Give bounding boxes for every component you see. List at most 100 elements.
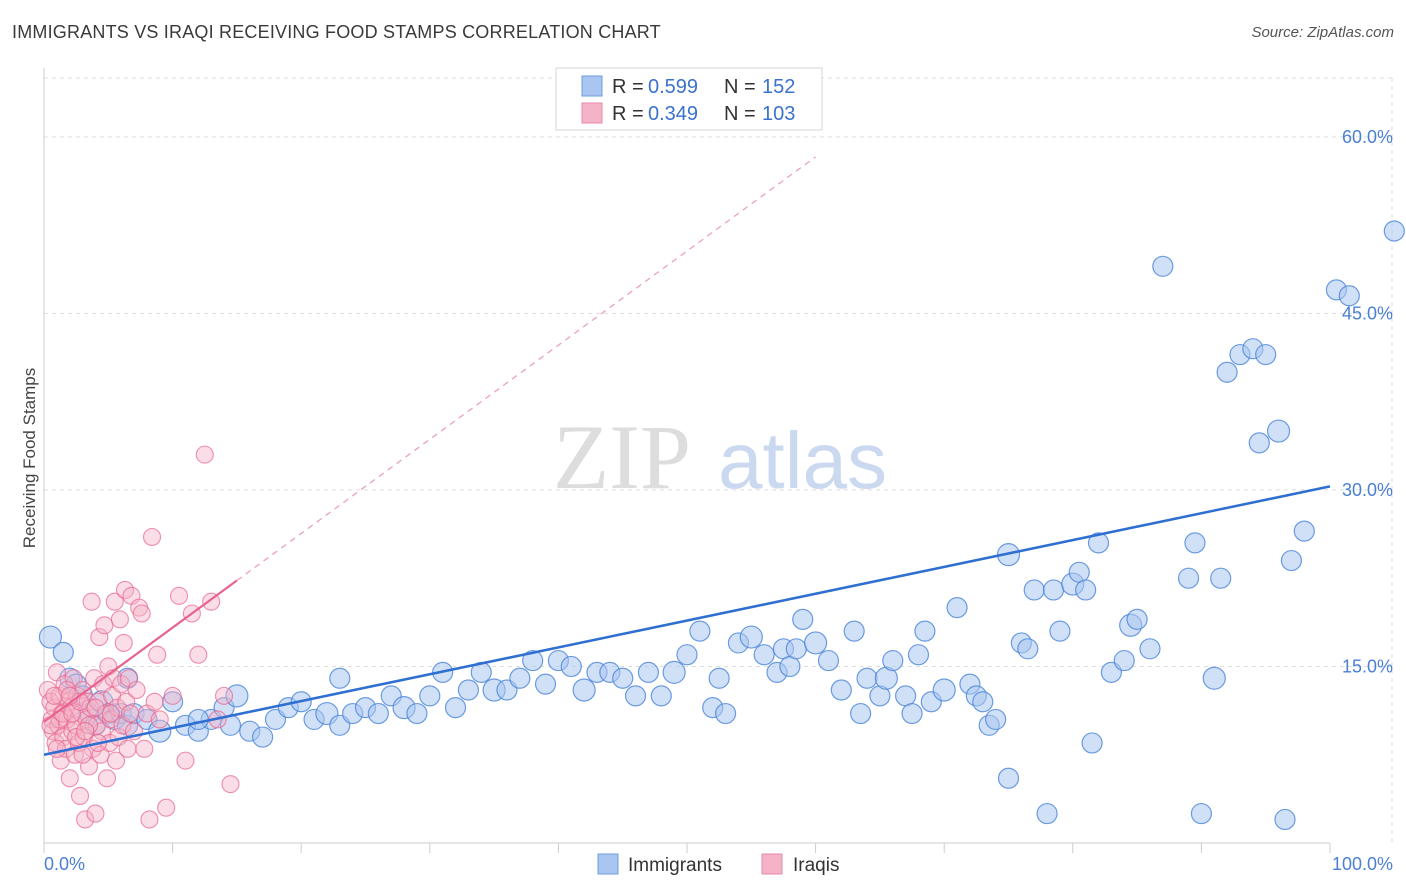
immigrants-point	[676, 644, 698, 666]
iraqis-point	[67, 728, 86, 747]
immigrants-point	[612, 667, 634, 689]
immigrants-point	[1210, 567, 1232, 589]
immigrants-point	[895, 685, 917, 707]
immigrants-point	[1068, 561, 1090, 583]
iraqis-point	[90, 627, 109, 647]
immigrants-point	[932, 678, 956, 702]
immigrants-point	[946, 597, 968, 619]
immigrants-point	[662, 660, 686, 684]
immigrants-point	[1266, 419, 1291, 443]
immigrants-point	[637, 661, 660, 683]
watermark-zip: ZIP	[553, 406, 691, 508]
immigrants-point	[650, 685, 672, 707]
immigrants-point	[367, 702, 389, 725]
immigrants-point	[739, 625, 763, 649]
immigrants-point	[997, 767, 1020, 789]
immigrants-point	[1177, 567, 1200, 589]
y-tick-label: 15.0%	[1342, 656, 1393, 676]
iraqis-point	[117, 692, 136, 711]
iraqis-point	[169, 586, 189, 605]
immigrants-point	[187, 708, 209, 731]
iraqis-point	[96, 704, 115, 723]
bottom-legend: Immigrants Iraqis	[597, 853, 839, 876]
legend-r-label: R =	[612, 103, 644, 125]
iraqis-point	[142, 527, 162, 547]
iraqis-point	[60, 769, 79, 788]
iraqis-trend-line	[43, 579, 238, 723]
immigrants-point	[1190, 802, 1213, 825]
immigrants-point	[1383, 220, 1405, 242]
immigrants-point	[907, 644, 930, 666]
tick-labels: 15.0% 30.0% 45.0% 60.0% 0.0% 100.0%	[44, 127, 1393, 874]
iraqis-point	[176, 751, 195, 770]
immigrants-point	[444, 697, 467, 719]
immigrants-point	[1202, 666, 1226, 690]
immigrants-point	[708, 667, 730, 689]
legend-n-value: 103	[762, 103, 795, 125]
immigrants-point	[850, 702, 872, 725]
watermark-atlas: atlas	[718, 416, 887, 505]
iraqis-point	[76, 810, 95, 829]
legend: R = 0.599 N = 152 R = 0.349 N = 103	[555, 67, 823, 131]
immigrants-point	[779, 655, 801, 678]
iraqis-point	[214, 686, 234, 705]
immigrants-point	[792, 608, 814, 630]
immigrants-point	[1126, 608, 1148, 630]
iraqis-point	[132, 604, 151, 623]
immigrants-point	[1293, 520, 1315, 542]
immigrants-point	[830, 679, 852, 701]
immigrants-point	[457, 679, 479, 701]
bottom-legend-swatch-immigrants	[597, 853, 619, 875]
immigrants-point	[985, 708, 1007, 731]
immigrants-point	[843, 620, 865, 642]
iraqis-point	[79, 757, 99, 776]
y-axis-title: Receiving Food Stamps	[20, 368, 39, 548]
iraqis-point	[82, 592, 101, 611]
iraqis-point	[195, 445, 214, 464]
iraqis-point	[150, 710, 169, 729]
immigrants-point	[689, 620, 711, 642]
immigrants-points	[38, 220, 1405, 831]
immigrants-point	[1075, 579, 1097, 601]
iraqis-point	[148, 645, 167, 664]
bottom-legend-swatch-iraqis	[761, 853, 783, 875]
immigrants-point	[714, 702, 737, 725]
iraqis-point	[114, 633, 133, 652]
immigrants-point	[753, 644, 775, 666]
trend-lines	[43, 156, 1331, 756]
immigrants-point	[1042, 579, 1065, 601]
iraqis-point	[157, 798, 176, 817]
iraqis-point	[65, 745, 84, 764]
immigrants-point	[803, 631, 828, 655]
source-label: Source: ZipAtlas.com	[1251, 24, 1394, 41]
immigrants-point	[1049, 620, 1071, 642]
axes	[43, 68, 1331, 853]
immigrants-point	[1248, 432, 1270, 454]
iraqis-point	[41, 716, 60, 735]
bottom-legend-immigrants: Immigrants	[628, 855, 722, 876]
immigrants-point	[1017, 638, 1039, 660]
chart-title: IMMIGRANTS VS IRAQI RECEIVING FOOD STAMP…	[12, 22, 661, 42]
immigrants-point	[624, 685, 647, 707]
immigrants-point	[252, 726, 274, 748]
iraqis-trend-extension	[236, 156, 816, 582]
immigrants-point	[1255, 343, 1277, 366]
iraqis-point	[163, 686, 182, 705]
immigrants-point	[1280, 549, 1303, 572]
iraqis-point	[101, 704, 120, 723]
legend-n-value: 152	[762, 76, 795, 98]
x-tick-label: 0.0%	[44, 854, 85, 874]
iraqis-point	[106, 751, 126, 770]
immigrants-point	[534, 673, 557, 695]
iraqis-point	[76, 722, 95, 741]
immigrants-point	[1139, 638, 1161, 660]
iraqis-point	[127, 680, 146, 700]
iraqis-point	[121, 704, 140, 723]
immigrants-point	[572, 678, 596, 702]
legend-swatch-iraqis	[581, 102, 603, 124]
immigrants-point	[1338, 285, 1360, 307]
immigrants-point	[882, 649, 904, 672]
immigrants-point	[856, 667, 878, 689]
iraqis-point	[140, 810, 159, 829]
